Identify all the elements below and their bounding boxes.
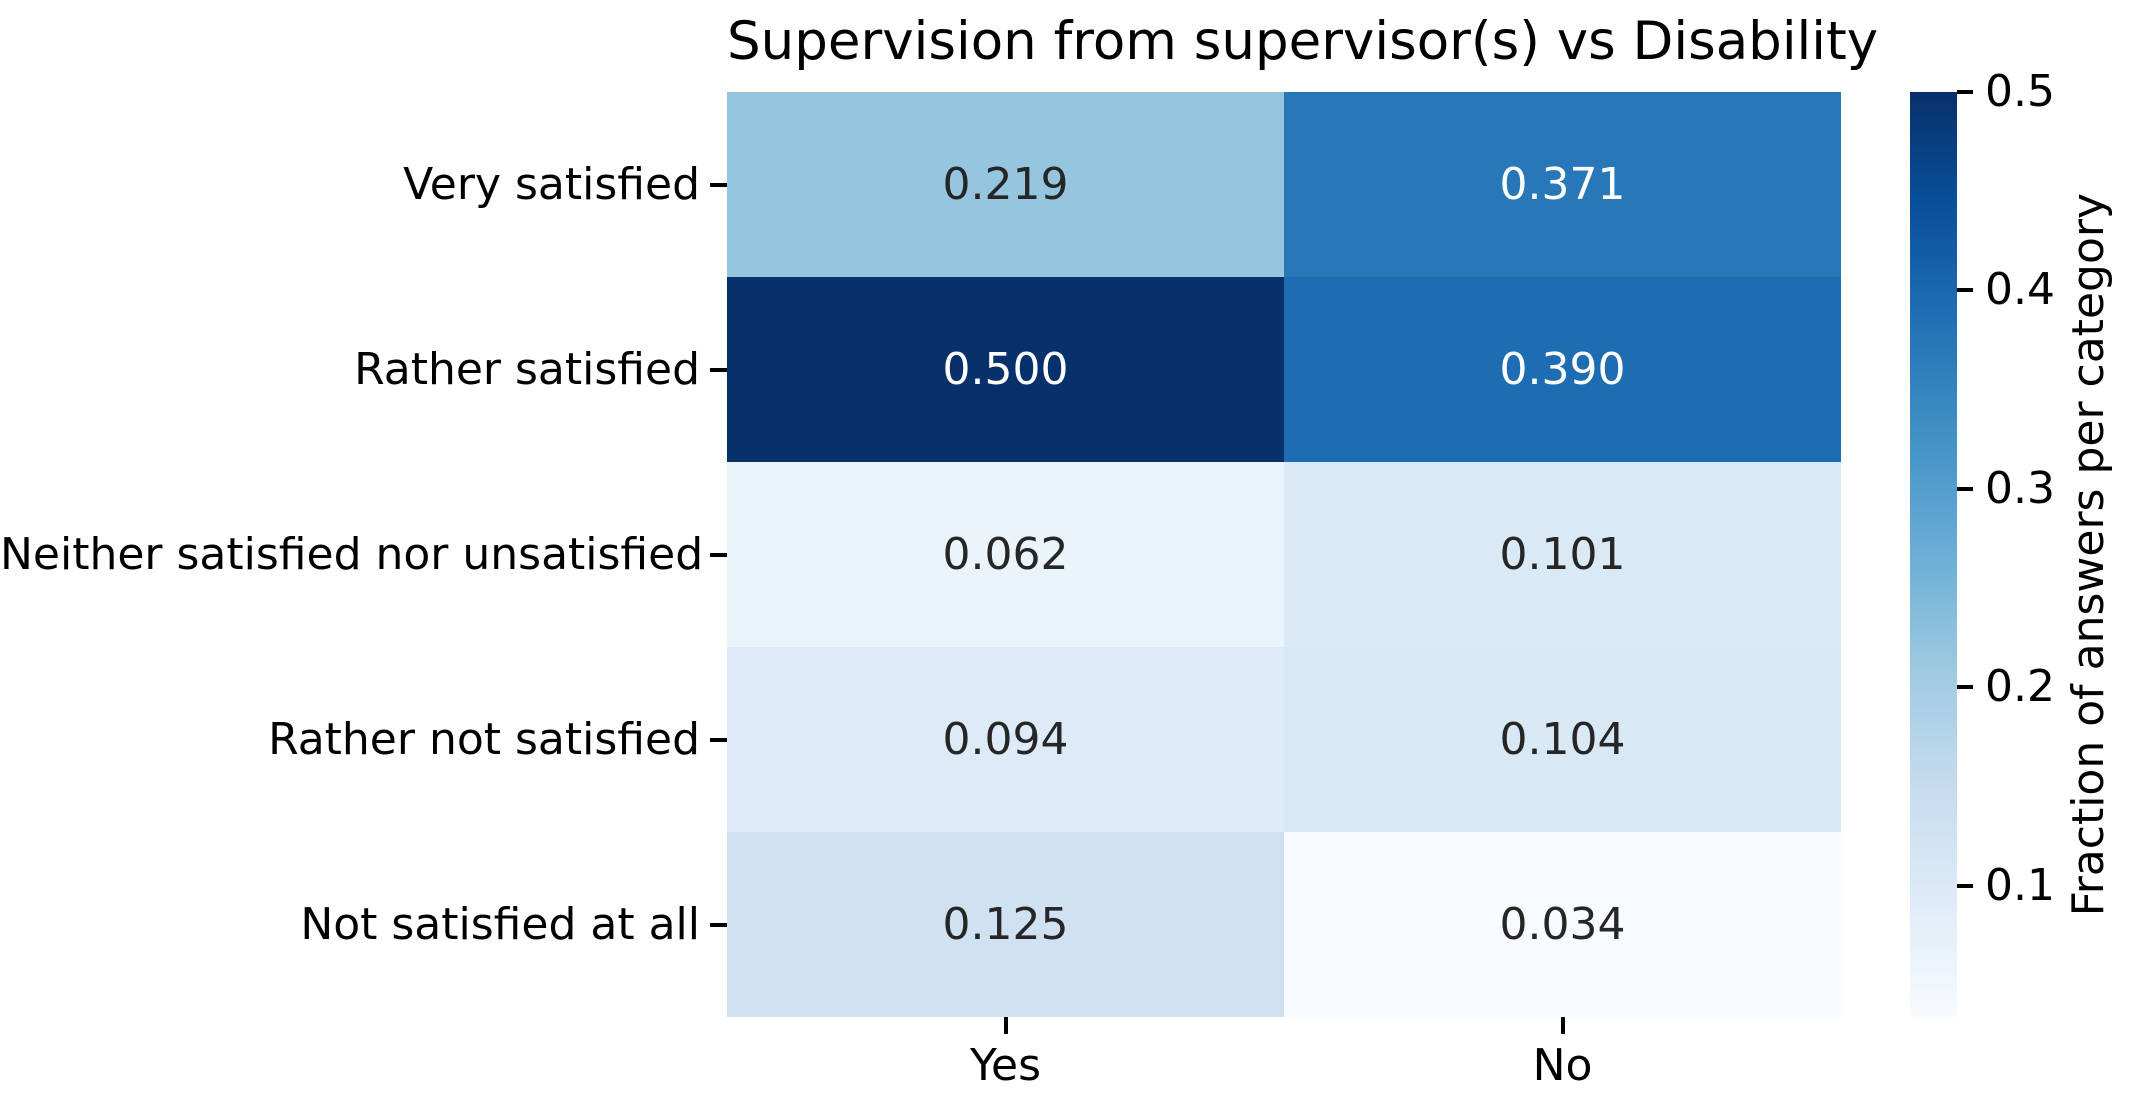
y-tick-mark <box>710 367 727 372</box>
colorbar-tick-mark <box>1957 288 1973 293</box>
colorbar-tick-mark <box>1957 883 1973 888</box>
y-tick-mark <box>710 922 727 927</box>
heatmap-cell: 0.500 <box>727 277 1284 462</box>
colorbar-tick-label: 0.5 <box>1985 66 2055 117</box>
heatmap-cell: 0.219 <box>727 92 1284 277</box>
y-tick-label: Not satisfied at all <box>300 898 700 950</box>
y-tick-label: Rather not satisfied <box>268 713 700 765</box>
heatmap-cell: 0.101 <box>1284 462 1841 647</box>
colorbar-tick-mark <box>1957 90 1973 94</box>
colorbar-gradient <box>1910 92 1957 1017</box>
x-tick-label: Yes <box>969 1040 1042 1091</box>
y-tick-mark <box>710 552 727 557</box>
heatmap-cell: 0.371 <box>1284 92 1841 277</box>
x-tick-mark <box>1003 1017 1008 1034</box>
colorbar-tick-mark <box>1957 685 1973 690</box>
colorbar-tick-label: 0.2 <box>1985 661 2055 713</box>
x-tick-mark <box>1560 1017 1565 1034</box>
heatmap-grid: 0.219 0.371 0.500 0.390 0.062 0.101 0.094 0.104… <box>727 92 1841 1017</box>
y-tick-mark <box>710 737 727 742</box>
colorbar-tick-label: 0.1 <box>1985 859 2055 911</box>
colorbar-axis-label: Fraction of answers per category <box>2062 192 2114 917</box>
heatmap-cell: 0.104 <box>1284 647 1841 832</box>
heatmap-cell: 0.034 <box>1284 832 1841 1017</box>
x-tick-label: No <box>1532 1040 1593 1091</box>
y-tick-mark <box>710 182 727 187</box>
y-tick-label: Neither satisfied nor unsatisfied <box>0 528 704 580</box>
chart-title: Supervision from supervisor(s) vs Disabi… <box>727 11 1879 72</box>
colorbar-axis-label-box: Fraction of answers per category <box>2058 92 2118 1017</box>
heatmap-cell: 0.390 <box>1284 277 1841 462</box>
colorbar-tick-label: 0.4 <box>1985 264 2055 316</box>
heatmap-cell: 0.094 <box>727 647 1284 832</box>
colorbar-tick-mark <box>1957 486 1973 491</box>
y-tick-label: Very satisfied <box>403 158 700 210</box>
y-tick-label: Rather satisfied <box>354 343 700 395</box>
colorbar-tick-label: 0.3 <box>1985 462 2055 514</box>
heatmap-cell: 0.062 <box>727 462 1284 647</box>
heatmap-cell: 0.125 <box>727 832 1284 1017</box>
